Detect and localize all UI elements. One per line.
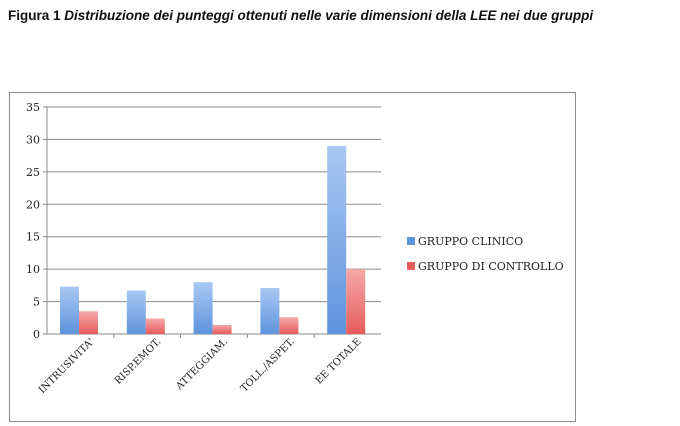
bar-controllo-4 — [346, 269, 366, 334]
y-tick-label: 5 — [33, 296, 40, 309]
x-category-label: INTRUSIVITA' — [37, 336, 97, 396]
bars — [60, 145, 366, 334]
bar-controllo-2 — [212, 324, 232, 334]
bar-controllo-1 — [145, 318, 165, 334]
tick-labels: 0 5 10 15 20 25 30 35 INTRUSIVITA' RISP.EMOT. ATTE… — [26, 101, 364, 396]
bar-clinico-2 — [193, 282, 213, 334]
y-tick-label: 0 — [33, 328, 40, 341]
y-tick-label: 20 — [26, 198, 40, 211]
gridlines — [47, 106, 381, 303]
figure-caption: Figura 1 Distribuzione dei punteggi otte… — [8, 6, 676, 26]
y-tick-label: 35 — [26, 101, 40, 114]
x-category-label: TOLL./ASPET. — [239, 336, 297, 394]
legend-swatch — [407, 237, 415, 245]
bar-clinico-3 — [260, 287, 280, 334]
legend-label: GRUPPO DI CONTROLLO — [418, 260, 564, 273]
chart-frame: 0 5 10 15 20 25 30 35 INTRUSIVITA' RISP.EMOT. ATTE… — [9, 92, 576, 422]
x-category-label: ATTEGGIAM. — [173, 336, 230, 393]
y-tick-label: 15 — [26, 231, 40, 244]
x-category-label: EE TOTALE — [314, 336, 364, 386]
y-tick-label: 25 — [26, 166, 40, 179]
bar-clinico-0 — [60, 286, 79, 334]
y-tick-label: 30 — [26, 133, 40, 146]
bar-controllo-3 — [279, 317, 299, 334]
bar-clinico-1 — [126, 290, 146, 334]
x-category-label: RISP.EMOT. — [113, 336, 163, 386]
bar-controllo-0 — [79, 311, 98, 334]
legend: GRUPPO CLINICO GRUPPO DI CONTROLLO — [407, 235, 564, 273]
bar-clinico-4 — [327, 145, 347, 334]
bar-chart: 0 5 10 15 20 25 30 35 INTRUSIVITA' RISP.EMOT. ATTE… — [26, 101, 564, 396]
y-tick-label: 10 — [26, 263, 40, 276]
legend-label: GRUPPO CLINICO — [418, 235, 523, 248]
caption-text: Distribuzione dei punteggi ottenuti nell… — [64, 8, 594, 23]
caption-lead: Figura 1 — [8, 8, 61, 23]
legend-swatch — [407, 262, 415, 270]
